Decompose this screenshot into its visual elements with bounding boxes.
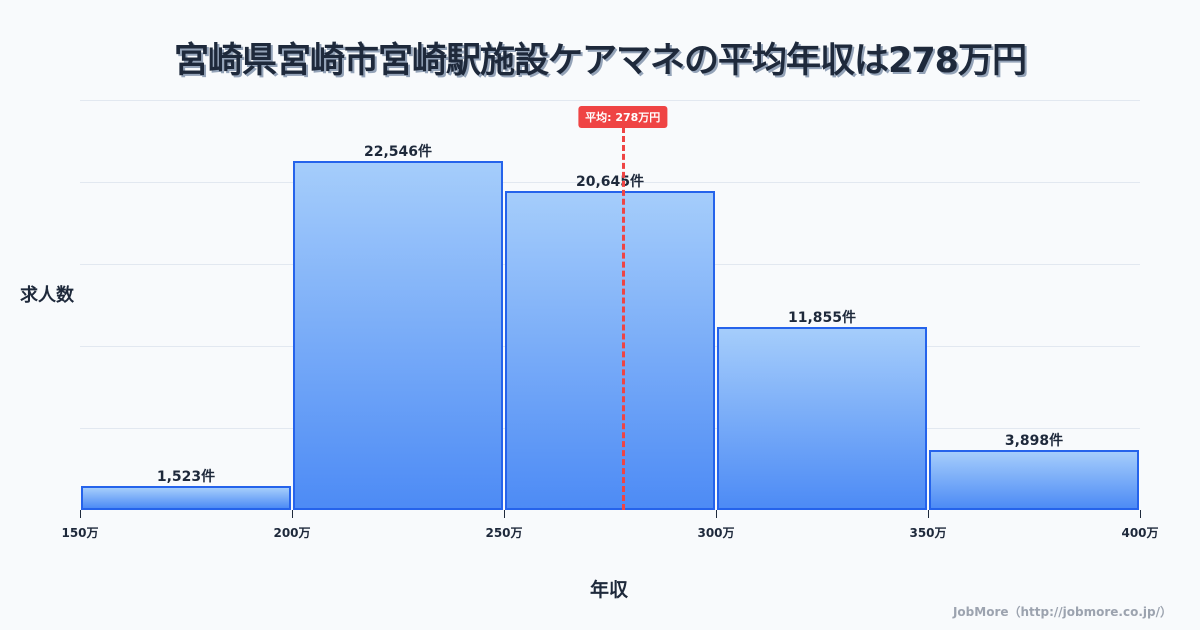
bar-value-label: 22,546件: [363, 144, 433, 161]
y-axis-label: 求人数: [20, 285, 74, 306]
x-axis-tick-label: 150万: [61, 526, 99, 540]
x-axis-tick: [1140, 510, 1141, 518]
x-axis-label: 年収: [590, 579, 629, 601]
bar-value-label: 20,645件: [575, 173, 645, 190]
x-axis-tick: [504, 510, 505, 518]
x-axis-tick: [716, 510, 717, 518]
x-axis-tick-label: 200万: [273, 526, 311, 540]
bar-value-label: 1,523件: [156, 469, 216, 486]
x-axis-tick-label: 300万: [697, 526, 735, 540]
histogram-bar: 11,855件: [717, 310, 927, 510]
source-credit: JobMore（http://jobmore.co.jp/）: [952, 605, 1172, 619]
x-axis-tick-label: 250万: [485, 526, 523, 540]
average-badge: 平均: 278万円: [578, 106, 668, 128]
grid-line: [80, 182, 1140, 183]
x-axis-tick: [80, 510, 81, 518]
bar-value-label: 11,855件: [787, 309, 857, 326]
histogram-bar: 3,898件: [929, 433, 1139, 510]
x-axis-tick-label: 400万: [1121, 526, 1159, 540]
x-axis-tick: [292, 510, 293, 518]
average-line: [621, 127, 625, 510]
chart-title: 宮崎県宮崎市宮崎駅施設ケアマネの平均年収は278万円: [173, 41, 1027, 81]
histogram-bar: 22,546件: [293, 144, 503, 510]
histogram-bar: 20,645件: [505, 174, 715, 510]
x-axis-tick-label: 350万: [909, 526, 947, 540]
histogram-bar: 1,523件: [81, 469, 291, 510]
grid-line: [80, 100, 1140, 101]
bar-value-label: 3,898件: [1004, 432, 1064, 449]
histogram-plot-area: 1,523件 22,546件 20,645件 11,855件 3,898件 150万 20…: [61, 100, 1159, 540]
x-axis-tick: [928, 510, 929, 518]
